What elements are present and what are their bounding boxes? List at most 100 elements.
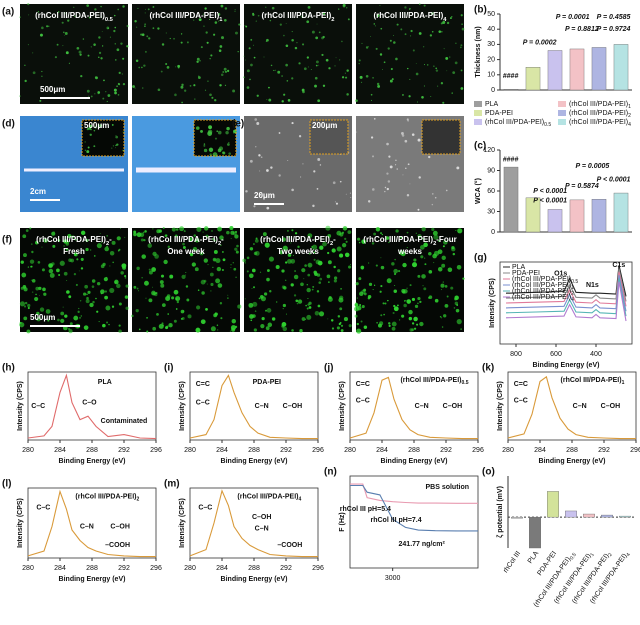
panel-label: (h) [2, 363, 15, 374]
speck [203, 144, 206, 147]
speck [182, 246, 186, 249]
speck [442, 245, 445, 248]
speck [198, 76, 201, 80]
speck [185, 271, 187, 274]
speck [78, 270, 80, 272]
speck [193, 19, 195, 21]
speck [151, 267, 157, 272]
speck [299, 329, 303, 333]
speck [392, 311, 395, 315]
speck [312, 204, 315, 208]
speck [429, 34, 433, 37]
speck [84, 284, 89, 289]
x-tick-label: 292 [118, 565, 130, 572]
x-tick-label: 288 [566, 447, 578, 454]
annotation: C–C [514, 397, 528, 404]
speck [88, 95, 90, 97]
bar [583, 513, 595, 518]
x-tick-label: 288 [86, 447, 98, 454]
speck [435, 69, 439, 72]
speck [148, 268, 151, 271]
speck [230, 238, 232, 240]
speck [212, 237, 215, 241]
speck [266, 99, 268, 101]
speck [318, 64, 320, 66]
scale-label: 20μm [254, 191, 275, 200]
speck [100, 289, 105, 294]
speck [135, 26, 138, 28]
speck [54, 56, 57, 59]
speck [423, 46, 425, 48]
y-tick-label: 60 [487, 188, 495, 195]
speck [96, 310, 99, 313]
bar [619, 515, 631, 518]
speck [258, 297, 261, 300]
speck [252, 12, 254, 15]
speck [41, 70, 43, 73]
speck [454, 61, 458, 65]
speck [414, 327, 417, 330]
speck [86, 4, 89, 7]
speck [174, 93, 177, 97]
speck [338, 8, 340, 10]
speck [220, 73, 224, 77]
speck [419, 321, 424, 327]
speck [93, 145, 96, 148]
speck [212, 257, 217, 262]
speck [76, 46, 80, 50]
speck [260, 156, 263, 159]
speck [211, 96, 214, 99]
speck [325, 58, 329, 62]
speck [216, 266, 222, 272]
speck [143, 238, 146, 242]
speck [417, 101, 418, 103]
speck [220, 4, 224, 8]
speck [409, 328, 413, 332]
speck [410, 35, 412, 37]
speck [407, 163, 410, 166]
speck [224, 84, 227, 86]
bar [613, 192, 629, 233]
speck [160, 274, 165, 278]
speck [266, 277, 270, 282]
speck [86, 89, 90, 93]
speck [23, 253, 27, 258]
speck [322, 241, 327, 247]
speck [79, 300, 82, 302]
speck [399, 319, 401, 321]
speck [85, 247, 89, 252]
speck [407, 67, 409, 70]
speck [43, 238, 48, 243]
speck [318, 311, 325, 317]
speck [194, 267, 199, 272]
speck [165, 326, 169, 330]
text-part: (rhCol III/PDA-PEI) [569, 101, 628, 108]
speck [35, 286, 40, 291]
speck [393, 35, 395, 37]
speck [223, 18, 227, 22]
speck [268, 86, 270, 89]
speck [171, 227, 176, 232]
speck [347, 230, 352, 234]
speck [89, 249, 92, 251]
speck [199, 251, 204, 256]
speck [460, 69, 463, 72]
speck [243, 76, 245, 79]
speck [277, 70, 281, 74]
speck [67, 327, 71, 331]
speck [210, 290, 212, 292]
speck [373, 232, 377, 236]
speck [145, 297, 147, 299]
speck [73, 252, 79, 257]
speck [307, 66, 309, 68]
speck [411, 133, 415, 136]
plot-frame [499, 261, 633, 345]
x-axis-label: Binding Energy (eV) [59, 576, 126, 583]
speck [93, 122, 95, 124]
speck [141, 254, 146, 259]
speck [106, 26, 110, 30]
speck [368, 262, 370, 264]
speck [285, 23, 287, 24]
speck [283, 286, 287, 290]
speck [387, 180, 391, 183]
